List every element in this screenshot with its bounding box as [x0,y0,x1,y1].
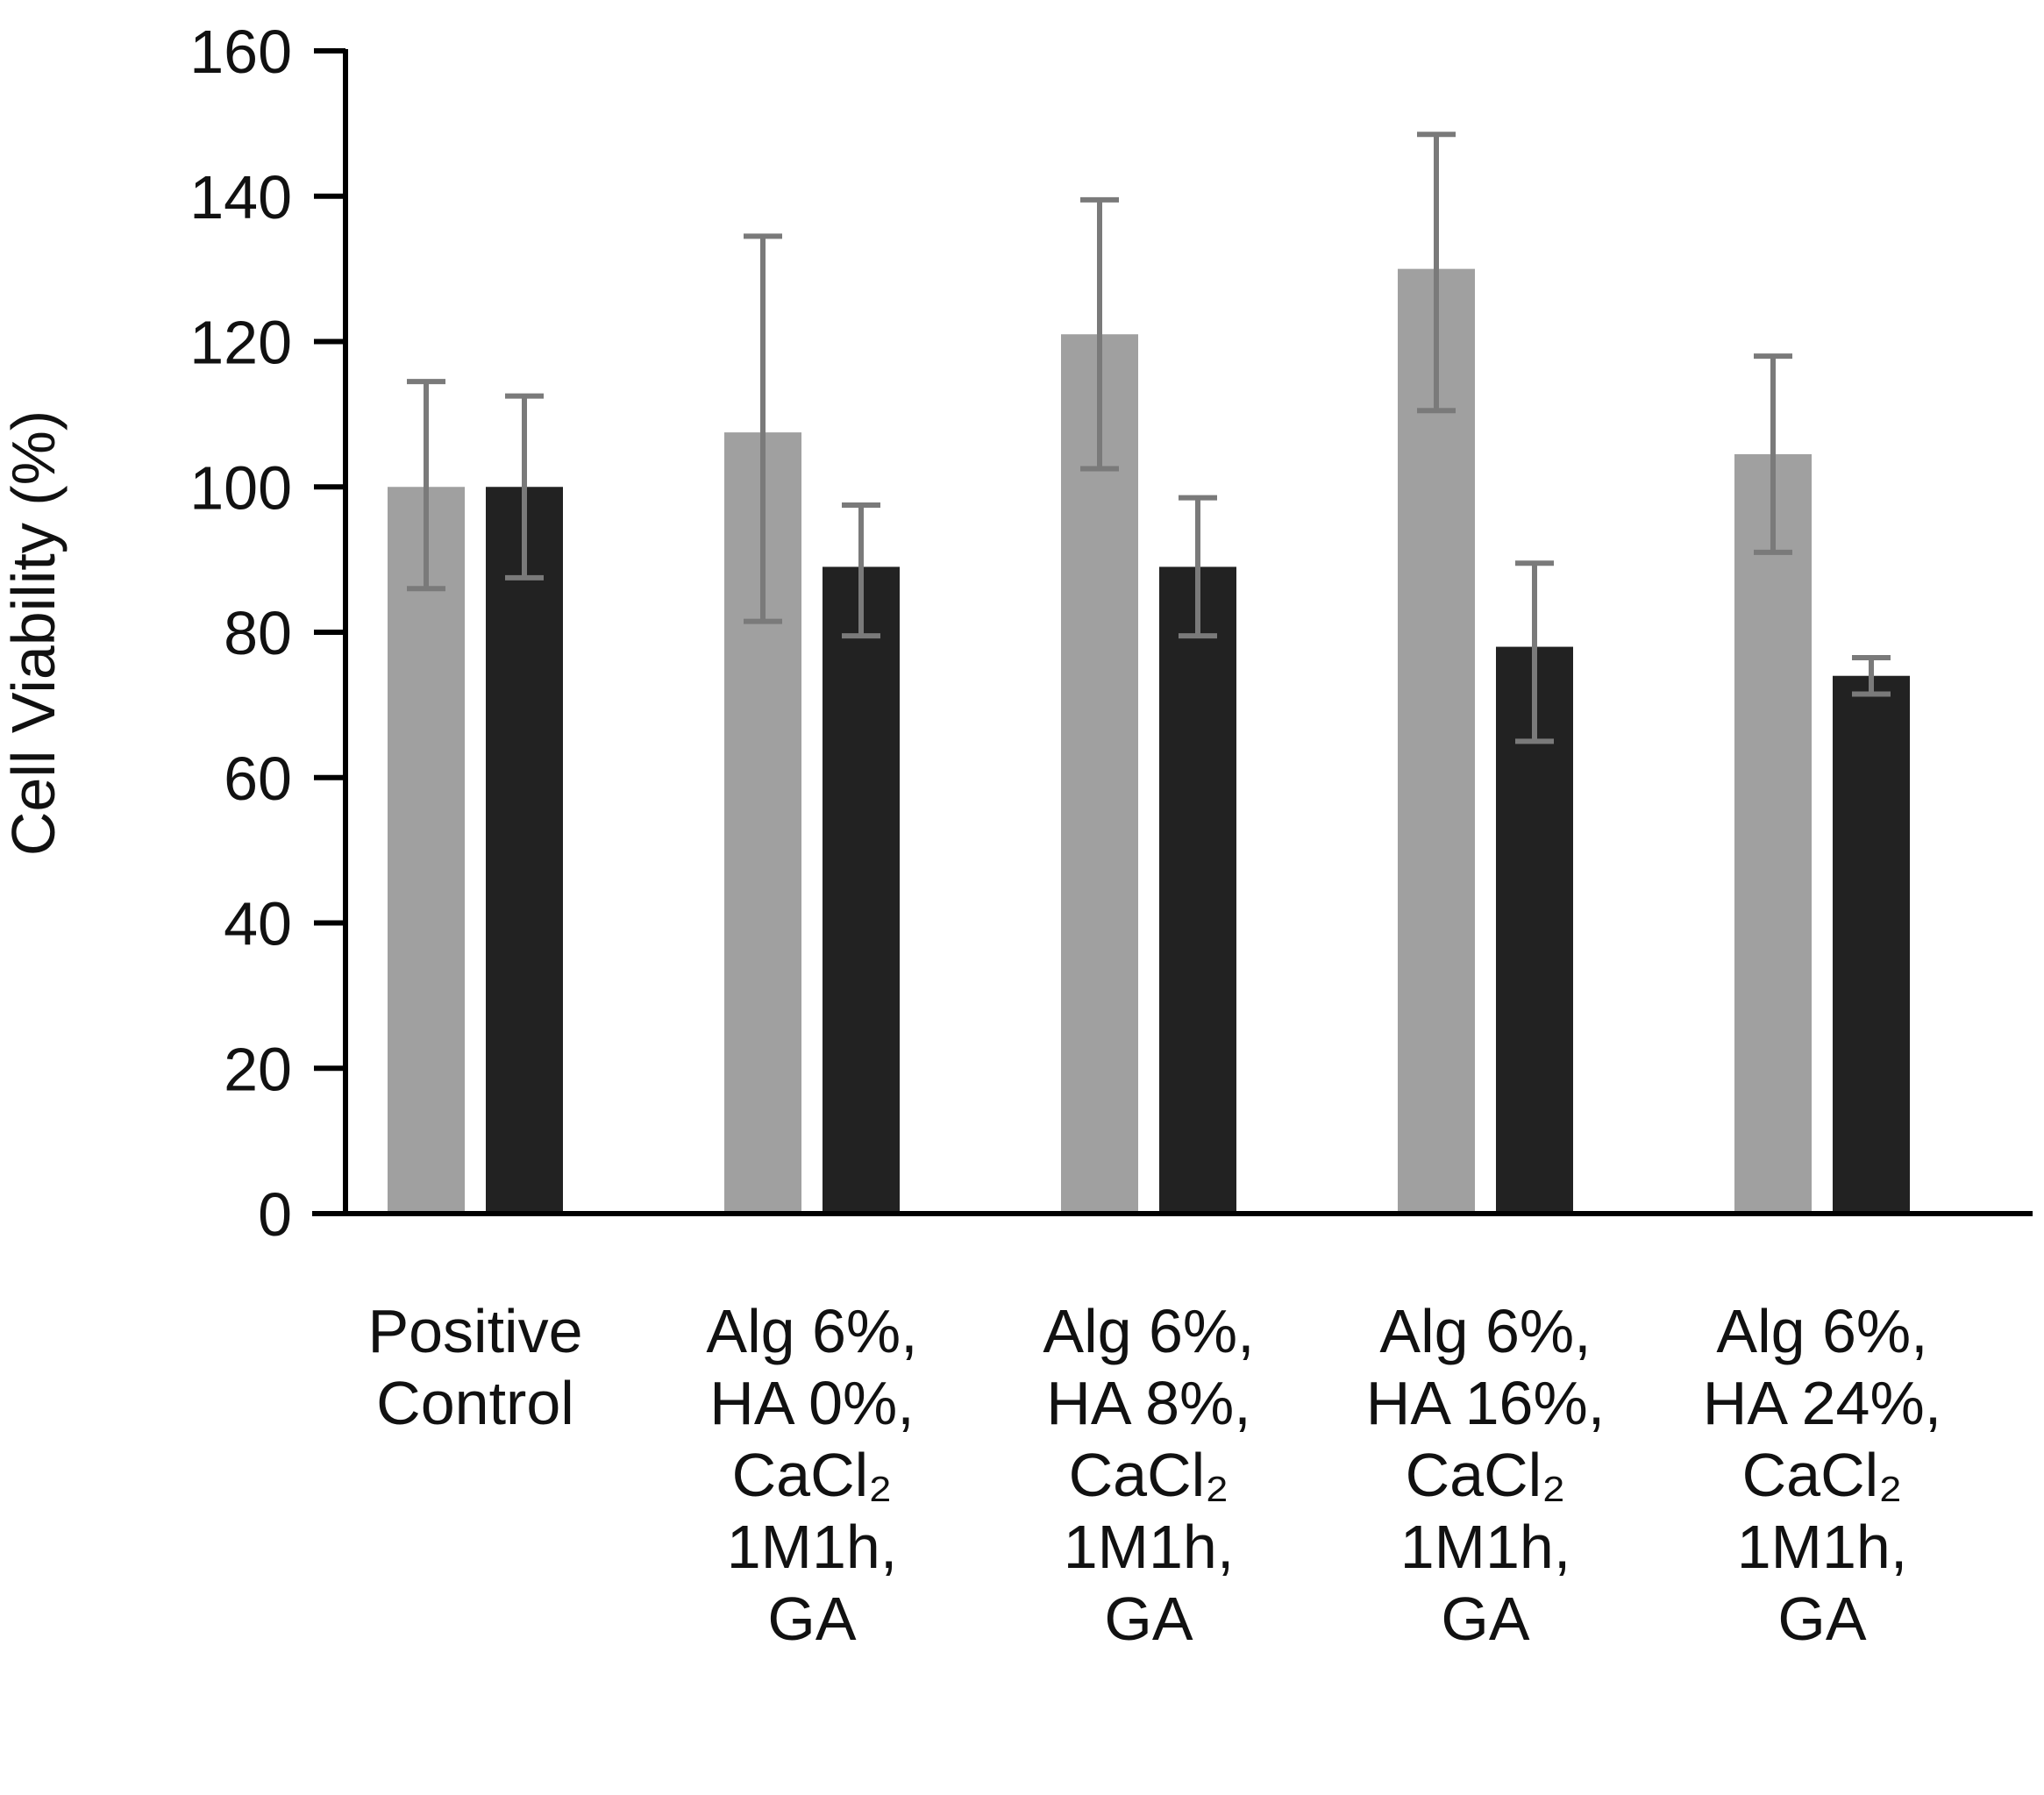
y-tick-label-80: 80 [224,599,292,667]
error-bar-s1-c4 [1417,132,1456,414]
y-tick-label-100: 100 [189,453,292,522]
error-bar-s2-c1 [505,393,544,581]
y-tick-label-20: 20 [224,1035,292,1103]
y-tick-label-120: 120 [189,309,292,377]
category-label-4: Alg 6%, HA 16%, CaCl₂ 1M1h, GA [1366,1297,1605,1653]
bar-s2-c3 [1159,566,1236,1214]
bar-s1-c5 [1734,453,1812,1214]
bar-s2-c1 [486,487,563,1214]
bar-s1-c4 [1398,268,1475,1214]
y-ticks-layer: 0 20 40 60 80 100 120 140 160 [189,18,345,1249]
bar-s1-c1 [388,487,465,1214]
bar-s2-c2 [823,566,900,1214]
error-bar-s1-c2 [744,233,782,624]
category-label-1: Positive Control [367,1297,582,1437]
y-axis-title: Cell Viability (%) [0,410,68,856]
error-bar-s2-c5 [1852,655,1891,697]
error-bar-s1-c3 [1080,196,1119,472]
bar-s2-c5 [1833,675,1910,1214]
error-bar-s2-c2 [842,502,880,639]
y-tick-label-0: 0 [258,1180,292,1249]
bars-layer [388,268,1910,1214]
category-label-3: Alg 6%, HA 8%, CaCl₂ 1M1h, GA [1043,1297,1254,1653]
y-tick-label-60: 60 [224,744,292,813]
error-bar-s2-c4 [1515,560,1554,744]
y-tick-label-140: 140 [189,163,292,231]
error-bar-s1-c1 [407,379,445,592]
error-bar-s2-c3 [1179,495,1217,639]
category-label-5: Alg 6%, HA 24%, CaCl₂ 1M1h, GA [1703,1297,1941,1653]
category-labels-layer: Positive Control Alg 6%, HA 0%, CaCl₂ 1M1h, GA… [367,1297,1941,1653]
error-bars-layer [407,132,1891,744]
category-label-2: Alg 6%, HA 0%, CaCl₂ 1M1h, GA [706,1297,917,1653]
error-bar-s1-c5 [1754,353,1792,555]
y-tick-label-40: 40 [224,890,292,958]
bar-s1-c3 [1061,334,1138,1214]
y-tick-label-160: 160 [189,18,292,86]
